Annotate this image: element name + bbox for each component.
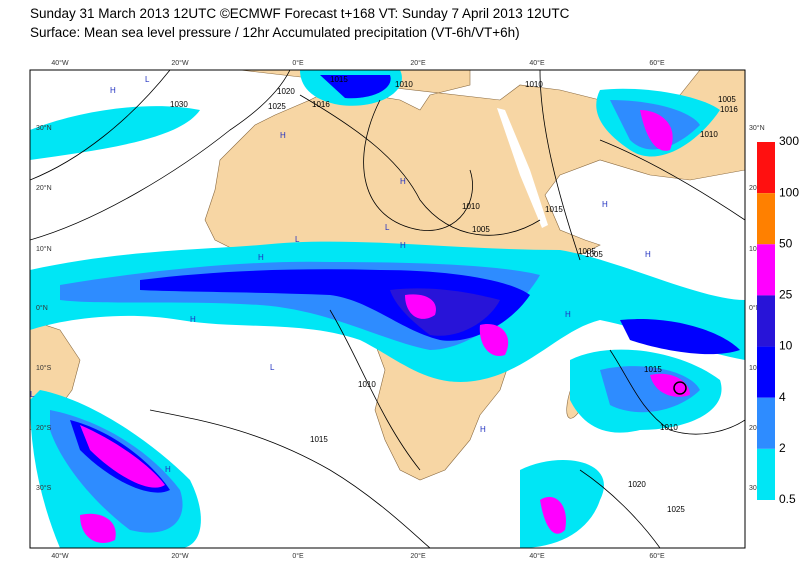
- isobar-label: 1005: [472, 225, 490, 234]
- pressure-centers: H H H H H H H H H H H L L L L L: [30, 75, 651, 474]
- pressure-center: H: [110, 86, 116, 95]
- isobar-label: 1030: [170, 100, 188, 109]
- lon-label: 60°E: [649, 552, 665, 560]
- isobar-label: 1020: [628, 480, 646, 489]
- lat-label: 30°N: [36, 124, 52, 132]
- isobar-label: 1015: [644, 365, 662, 374]
- title-line: Sunday 31 March 2013 12UTC ©ECMWF Foreca…: [30, 6, 570, 21]
- lon-label: 40°E: [529, 59, 545, 67]
- isobar-label: 1010: [395, 80, 413, 89]
- isobar-label: 1010: [700, 130, 718, 139]
- lon-label: 20°W: [171, 552, 189, 560]
- lat-label: 20°N: [36, 184, 52, 192]
- legend-swatch: [757, 244, 775, 296]
- isobar-label: 1025: [667, 505, 685, 514]
- lat-label: 30°S: [36, 484, 52, 492]
- lon-label: 20°E: [410, 59, 426, 67]
- lat-label: 10°N: [36, 245, 52, 253]
- pressure-center: H: [565, 310, 571, 319]
- lon-label: 20°W: [171, 59, 189, 67]
- isobar-label: 1015: [545, 205, 563, 214]
- lat-label: 30°N: [749, 124, 765, 132]
- lon-label: 40°W: [51, 59, 69, 67]
- legend-label: 2: [779, 441, 786, 455]
- isobar-label: 1016: [720, 105, 738, 114]
- low-center: [673, 381, 687, 395]
- isobar-label: 1010: [358, 380, 376, 389]
- legend-label: 10: [779, 339, 793, 353]
- pressure-center: L: [385, 223, 390, 232]
- axis-labels: 40°W 40°W 20°W 20°W 0°E 0°E 20°E 20°E 40°E 40°E 60…: [36, 59, 765, 560]
- pressure-center: H: [400, 241, 406, 250]
- pressure-center: H: [258, 253, 264, 262]
- legend-label: 100: [779, 185, 799, 199]
- isobar-label: 1015: [330, 75, 348, 84]
- lat-label: 10°N: [749, 245, 765, 253]
- lon-label: 20°E: [410, 552, 426, 560]
- legend-label: 300: [779, 134, 799, 148]
- pressure-center: H: [400, 177, 406, 186]
- pressure-center: H: [280, 131, 286, 140]
- pressure-center: L: [270, 363, 275, 372]
- legend-swatch: [757, 448, 775, 500]
- pressure-center: H: [602, 200, 608, 209]
- lat-label: 10°S: [36, 364, 52, 372]
- legend-label: 50: [779, 236, 793, 250]
- isobar-label: 1015: [310, 435, 328, 444]
- pressure-center: L: [295, 235, 300, 244]
- isobar-label: 1016: [312, 100, 330, 109]
- isobar-labels: 1030 1025 1020 1016 1015 1010 1010 1005 1010 1005…: [170, 75, 738, 514]
- lat-label: 20°N: [749, 184, 765, 192]
- legend: 300 100 50 25 10 4 2 0.5: [757, 134, 799, 506]
- lat-label: 20°S: [36, 424, 52, 432]
- isobar-label: 1010: [462, 202, 480, 211]
- subtitle-line: Surface: Mean sea level pressure / 12hr …: [30, 25, 520, 40]
- lat-label: 0°N: [36, 304, 48, 312]
- lat-label: 10°S: [749, 364, 765, 372]
- legend-swatch: [757, 193, 775, 245]
- legend-label: 0.5: [779, 492, 796, 506]
- precipitation: [30, 70, 745, 548]
- legend-swatch: [757, 295, 775, 347]
- isobar-label: 1010: [525, 80, 543, 89]
- lat-label: 0°N: [749, 304, 761, 312]
- pressure-center: L: [145, 75, 150, 84]
- lon-label: 40°E: [529, 552, 545, 560]
- isobar-label: 1020: [277, 87, 295, 96]
- lat-label: 30°S: [749, 484, 765, 492]
- isobar-label: 1005: [718, 95, 736, 104]
- legend-swatch: [757, 142, 775, 194]
- pressure-center: H: [165, 465, 171, 474]
- legend-label: 25: [779, 288, 793, 302]
- lat-label: 20°S: [749, 424, 765, 432]
- legend-label: 4: [779, 390, 786, 404]
- legend-swatch: [757, 397, 775, 449]
- map-frame: [29, 69, 746, 549]
- map: 1030 1025 1020 1016 1015 1010 1010 1005 1010 1005…: [30, 70, 745, 548]
- legend-swatch: [757, 346, 775, 398]
- pressure-center: H: [190, 315, 196, 324]
- pressure-center: H: [645, 250, 651, 259]
- red-sea: [497, 108, 548, 228]
- pressure-center: L: [30, 390, 35, 399]
- isobars: [30, 70, 745, 548]
- lon-label: 40°W: [51, 552, 69, 560]
- lon-label: 60°E: [649, 59, 665, 67]
- isobar-label: 1005: [585, 250, 603, 259]
- lon-label: 0°E: [292, 59, 304, 67]
- isobar-label: 1025: [268, 102, 286, 111]
- isobar-label: 1010: [660, 423, 678, 432]
- isobar-label: 1005: [578, 247, 596, 256]
- pressure-center: H: [480, 425, 486, 434]
- lon-label: 0°E: [292, 552, 304, 560]
